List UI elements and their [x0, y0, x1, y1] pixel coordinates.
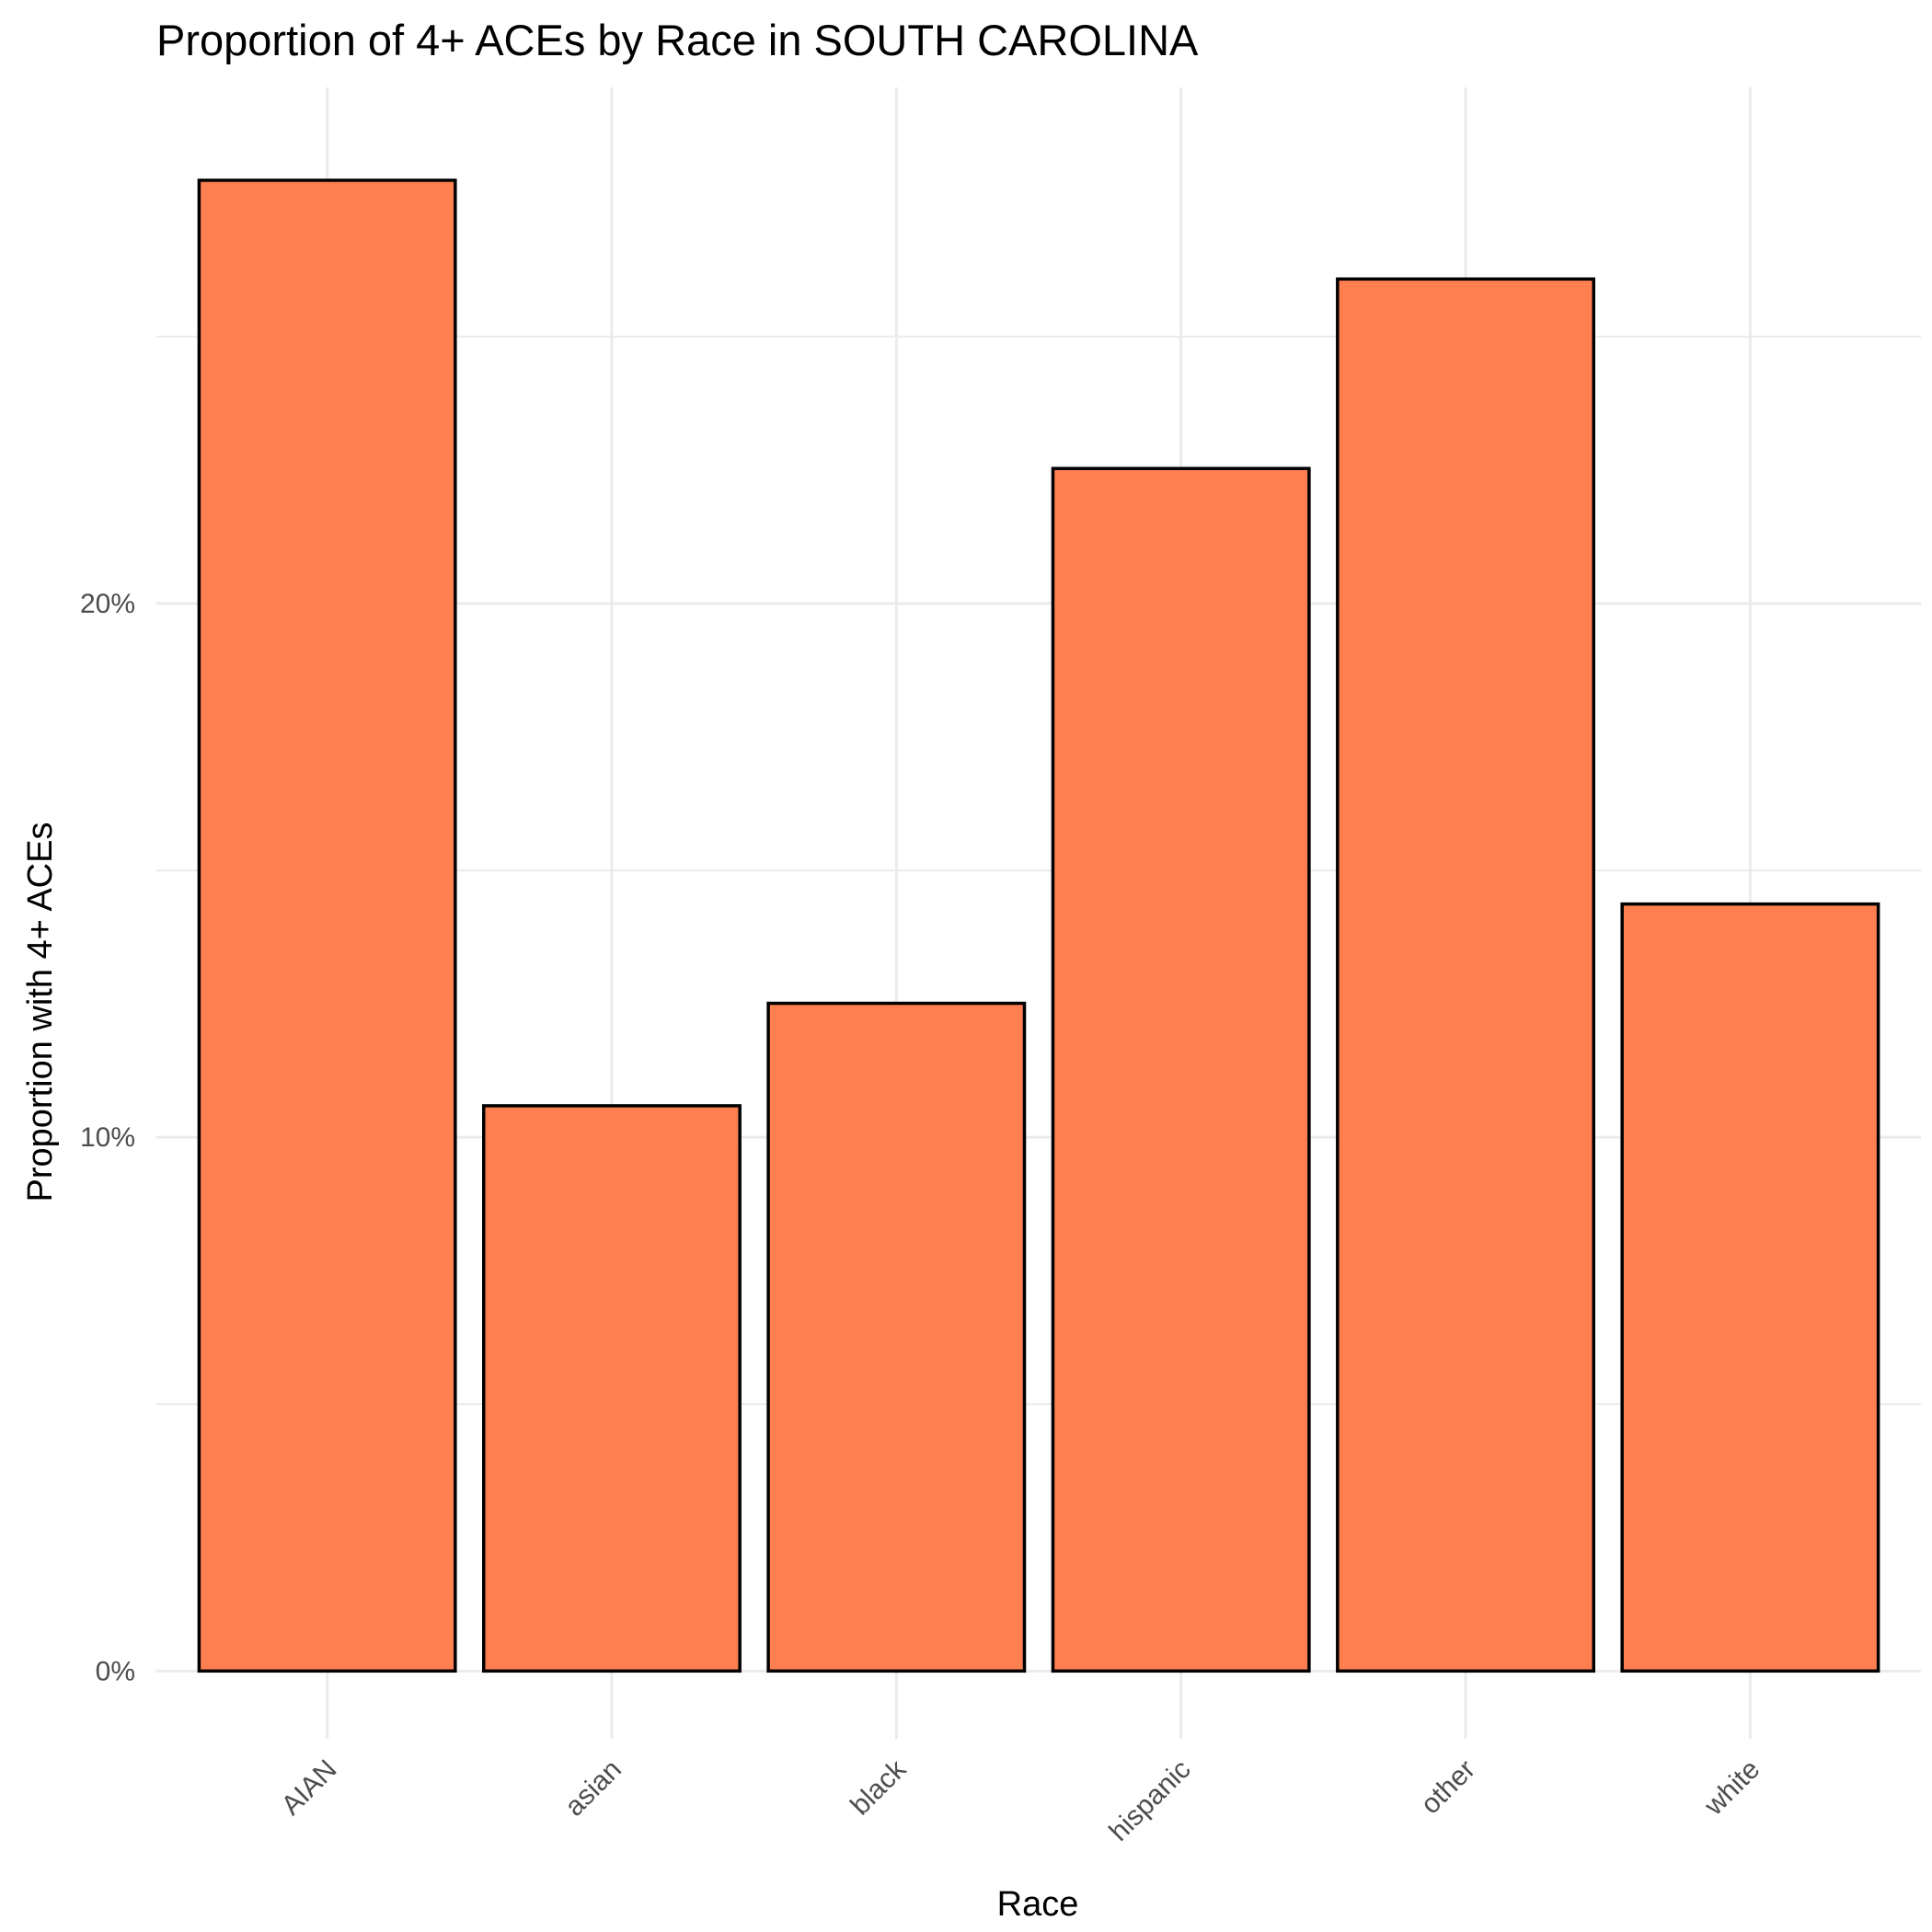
bar-hispanic [1051, 466, 1311, 1673]
x-axis-title: Race [997, 1885, 1079, 1924]
x-tick-label: white [1698, 1754, 1766, 1823]
y-tick-label: 10% [80, 1122, 135, 1153]
bars [197, 178, 1880, 1673]
bar-white [1620, 902, 1880, 1673]
x-tick-label: black [845, 1754, 913, 1822]
y-axis-title: Proportion with 4+ ACEs [21, 822, 60, 1202]
y-tick-label: 0% [96, 1656, 135, 1686]
chart-title: Proportion of 4+ ACEs by Race in SOUTH C… [156, 16, 1199, 64]
x-tick-label: other [1415, 1754, 1481, 1821]
bar-other [1336, 277, 1595, 1673]
y-tick-label: 20% [80, 589, 135, 619]
x-tick-label: asian [559, 1754, 627, 1823]
x-tick-label: AIAN [276, 1754, 343, 1822]
x-tick-label: hispanic [1103, 1754, 1196, 1847]
bar-aian [197, 178, 457, 1673]
y-axis-ticks: 0% 10% 20% [80, 589, 135, 1686]
x-axis-ticks: AIAN asian black hispanic other white [276, 1754, 1766, 1847]
bar-black [766, 1001, 1027, 1673]
bar-asian [482, 1104, 742, 1673]
